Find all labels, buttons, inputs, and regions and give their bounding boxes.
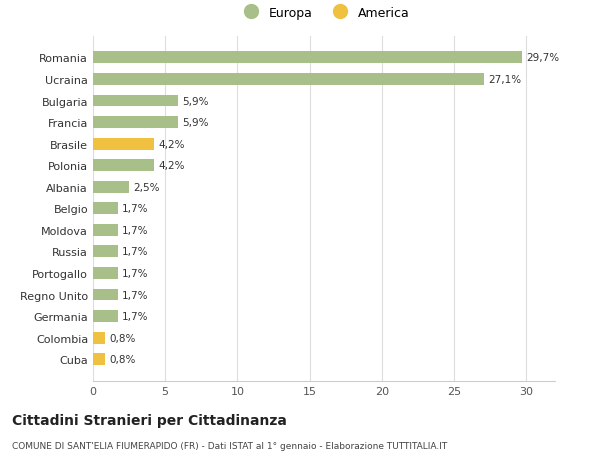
Text: 2,5%: 2,5% (133, 182, 160, 192)
Bar (93, 224, 118, 236)
Text: Cittadini Stranieri per Cittadinanza: Cittadini Stranieri per Cittadinanza (12, 413, 287, 427)
Bar (93, 74, 484, 86)
Bar (93, 289, 118, 301)
Text: 29,7%: 29,7% (526, 53, 559, 63)
Text: 0,8%: 0,8% (109, 333, 135, 343)
Text: 27,1%: 27,1% (488, 75, 522, 85)
Text: 1,7%: 1,7% (122, 204, 148, 214)
Bar (93, 181, 129, 193)
Bar (93, 353, 104, 365)
Text: 4,2%: 4,2% (158, 161, 184, 171)
Bar (93, 139, 154, 150)
Bar (93, 52, 522, 64)
Text: 1,7%: 1,7% (122, 225, 148, 235)
Bar (93, 310, 118, 322)
Text: 5,9%: 5,9% (182, 96, 209, 106)
Text: 5,9%: 5,9% (182, 118, 209, 128)
Bar (93, 95, 178, 107)
Text: 1,7%: 1,7% (122, 247, 148, 257)
Text: 0,8%: 0,8% (109, 354, 135, 364)
Text: 1,7%: 1,7% (122, 311, 148, 321)
Bar (93, 246, 118, 258)
Text: 1,7%: 1,7% (122, 269, 148, 278)
Bar (93, 268, 118, 279)
Bar (93, 160, 154, 172)
Text: 1,7%: 1,7% (122, 290, 148, 300)
Text: 4,2%: 4,2% (158, 140, 184, 149)
Bar (93, 332, 104, 344)
Bar (93, 117, 178, 129)
Legend: Europa, America: Europa, America (233, 2, 415, 25)
Bar (93, 203, 118, 215)
Text: COMUNE DI SANT'ELIA FIUMERAPIDO (FR) - Dati ISTAT al 1° gennaio - Elaborazione T: COMUNE DI SANT'ELIA FIUMERAPIDO (FR) - D… (12, 441, 447, 450)
